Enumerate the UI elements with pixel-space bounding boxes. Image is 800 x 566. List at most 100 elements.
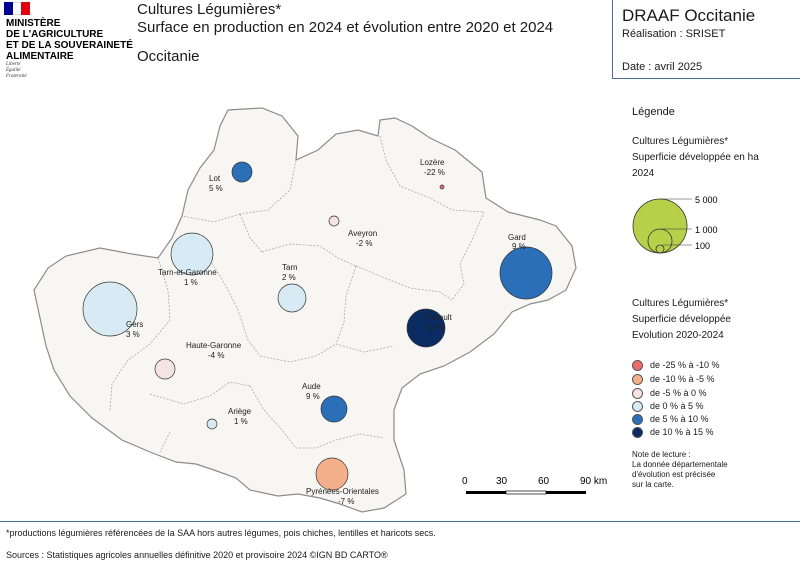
legend-size-label-5000: 5 000	[695, 195, 718, 205]
motto-line: Fraternité	[6, 74, 27, 79]
ministry-line: ALIMENTAIRE	[6, 51, 74, 62]
label-aveyron-evolution: -2 %	[356, 239, 372, 248]
border-haute-garonne-aude	[259, 343, 395, 363]
region-outline	[33, 107, 577, 513]
border-haute-garonne-southwest	[159, 431, 171, 453]
ministry-line: ET DE LA SOUVERAINETÉ	[6, 40, 133, 51]
legend-class-label: de 10 % à 15 %	[650, 427, 714, 437]
agency-name: DRAAF Occitanie	[622, 6, 756, 25]
footer-divider	[0, 521, 800, 522]
legend-size-label-1000: 1 000	[695, 225, 718, 235]
circle-herault	[406, 308, 446, 348]
circle-gard	[499, 246, 553, 300]
map-title-line2: Surface en production en 2024 et évoluti…	[137, 19, 554, 36]
circle-ariege	[206, 418, 218, 430]
scale-tick-0: 0	[462, 476, 468, 487]
circle-aveyron	[328, 215, 340, 227]
label-gard-evolution: 9 %	[512, 242, 526, 251]
region-name: Occitanie	[137, 48, 200, 65]
circle-pyrenees-orientales	[315, 457, 349, 491]
legend-swatch-class-2	[632, 374, 643, 385]
circle-lozere	[439, 184, 445, 190]
department-circles	[82, 161, 553, 491]
flag-blue-stripe	[4, 2, 13, 15]
legend-size-label-100: 100	[695, 241, 710, 251]
flag-red-stripe	[21, 2, 31, 15]
legend-swatch-class-4	[632, 401, 643, 412]
label-gers-name: Gers	[126, 320, 143, 329]
label-herault-evolution: 10 %	[426, 323, 444, 332]
label-lot-evolution: 5 %	[209, 184, 223, 193]
scale-segment-3	[546, 491, 586, 494]
label-gers-evolution: 3 %	[126, 330, 140, 339]
realisation-credit: Réalisation : SRISET	[622, 28, 726, 40]
legend-class-label: de -10 % à -5 %	[650, 374, 715, 384]
border-tarn-herault	[335, 265, 357, 345]
ministry-line: DE L'AGRICULTURE	[6, 29, 104, 40]
label-lozere-evolution: -22 %	[424, 168, 445, 177]
border-gers-haute-garonne	[109, 257, 171, 411]
label-tarn-evolution: 2 %	[282, 273, 296, 282]
circle-gers	[82, 281, 138, 337]
circle-aude	[320, 395, 348, 423]
label-lozere-name: Lozère	[420, 158, 445, 167]
legend-size-title-line: 2024	[632, 168, 655, 179]
legend-class-label: de 5 % à 10 %	[650, 414, 709, 424]
reading-note: Note de lecture : La donnée départementa…	[632, 450, 772, 490]
label-pyrenees-orientales-name: Pyrénées-Orientales	[306, 487, 379, 496]
label-tarn-name: Tarn	[282, 263, 298, 272]
legend-color-title-line: Evolution 2020-2024	[632, 330, 724, 341]
legend-title: Légende	[632, 106, 675, 118]
legend-size-title-line: Cultures Légumières*	[632, 136, 729, 147]
ministry-name: MINISTÈRE DE L'AGRICULTURE ET DE LA SOUV…	[6, 18, 136, 62]
publication-date: Date : avril 2025	[622, 61, 703, 73]
occitanie-map: Lot 5 % Lozère -22 % Aveyron -2 % Gard 9…	[33, 107, 718, 513]
footnote: *productions légumières référencées de l…	[6, 528, 436, 538]
border-lozere-aveyron	[379, 135, 485, 213]
scale-tick-90: 90 km	[580, 476, 607, 487]
label-aveyron-name: Aveyron	[348, 229, 377, 238]
ministry-line: MINISTÈRE	[6, 18, 61, 29]
legend-color-title: Cultures Légumières* Superficie développ…	[632, 296, 731, 344]
label-tarn-et-garonne-name: Tarn-et-Garonne	[158, 268, 217, 277]
legend-swatch-class-5	[632, 414, 643, 425]
border-gard-herault	[451, 211, 485, 301]
legend-class-label: de -5 % à 0 %	[650, 388, 707, 398]
reading-note-line: Note de lecture :	[632, 450, 691, 459]
label-pyrenees-orientales-evolution: -7 %	[338, 497, 354, 506]
legend-swatch-class-6	[632, 427, 643, 438]
reading-note-line: La donnée départementale	[632, 460, 728, 469]
legend-color-title-line: Superficie développée	[632, 314, 731, 325]
sources: Sources : Statistiques agricoles annuell…	[6, 550, 388, 560]
label-lot-name: Lot	[209, 174, 221, 183]
frame-divider-horizontal	[612, 78, 800, 79]
label-ariege-evolution: 1 %	[234, 417, 248, 426]
republic-motto: Liberté Égalité Fraternité	[6, 62, 46, 80]
motto-line: Liberté	[6, 62, 21, 67]
motto-line: Égalité	[6, 68, 21, 73]
label-herault-name: Hérault	[426, 313, 453, 322]
legend-class-label: de -25 % à -10 %	[650, 360, 720, 370]
circle-tarn	[277, 283, 307, 313]
label-tarn-et-garonne-evolution: 1 %	[184, 278, 198, 287]
reading-note-line: sur la carte.	[632, 480, 674, 489]
legend-size-title-line: Superficie développée en ha	[632, 152, 759, 163]
label-ariege-name: Ariège	[228, 407, 252, 416]
label-gard-name: Gard	[508, 233, 526, 242]
legend-size-symbols: 5 000 1 000 100	[632, 195, 718, 254]
legend-class-label: de 0 % à 5 %	[650, 401, 704, 411]
scale-tick-30: 30	[496, 476, 508, 487]
legend-size-title: Cultures Légumières* Superficie développ…	[632, 134, 759, 182]
label-aude-name: Aude	[302, 382, 321, 391]
flag-white-stripe	[12, 2, 22, 15]
label-haute-garonne-name: Haute-Garonne	[186, 341, 242, 350]
legend-size-circle-100	[655, 244, 665, 254]
circle-tarn-et-garonne	[170, 232, 214, 276]
map-title-line1: Cultures Légumières*	[137, 1, 282, 18]
label-haute-garonne-evolution: -4 %	[208, 351, 224, 360]
border-tarn-haute-garonne	[209, 259, 261, 357]
legend-color-title-line: Cultures Légumières*	[632, 298, 729, 309]
border-ariege-aude	[249, 385, 385, 449]
scale-segment-1	[466, 491, 506, 494]
legend-swatch-class-1	[632, 360, 643, 371]
